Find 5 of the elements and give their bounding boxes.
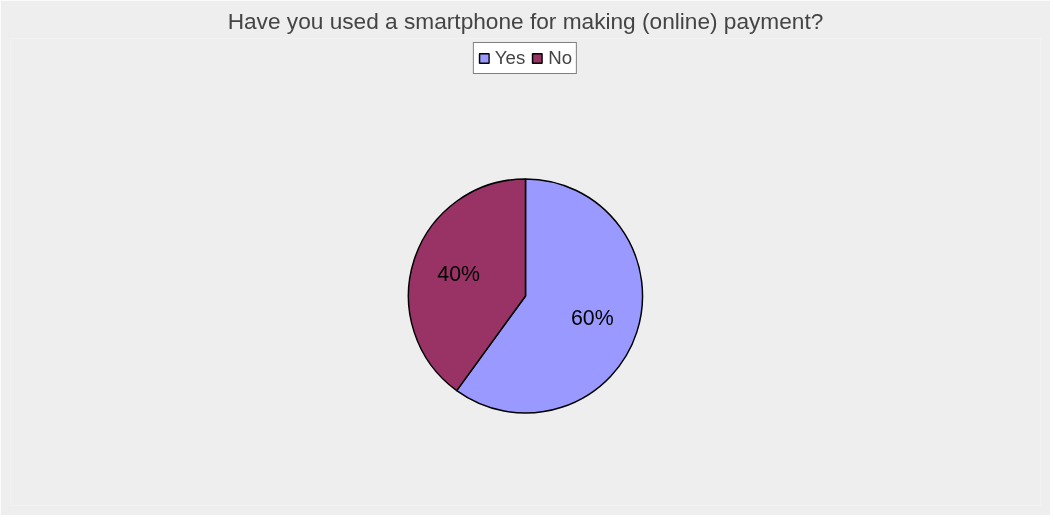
legend-label: Yes [494,47,526,69]
data-label: 40% [437,261,481,286]
data-label: 60% [570,306,614,331]
legend-label: No [548,47,573,69]
chart-title: Have you used a smartphone for making (online) payment? [227,7,824,34]
